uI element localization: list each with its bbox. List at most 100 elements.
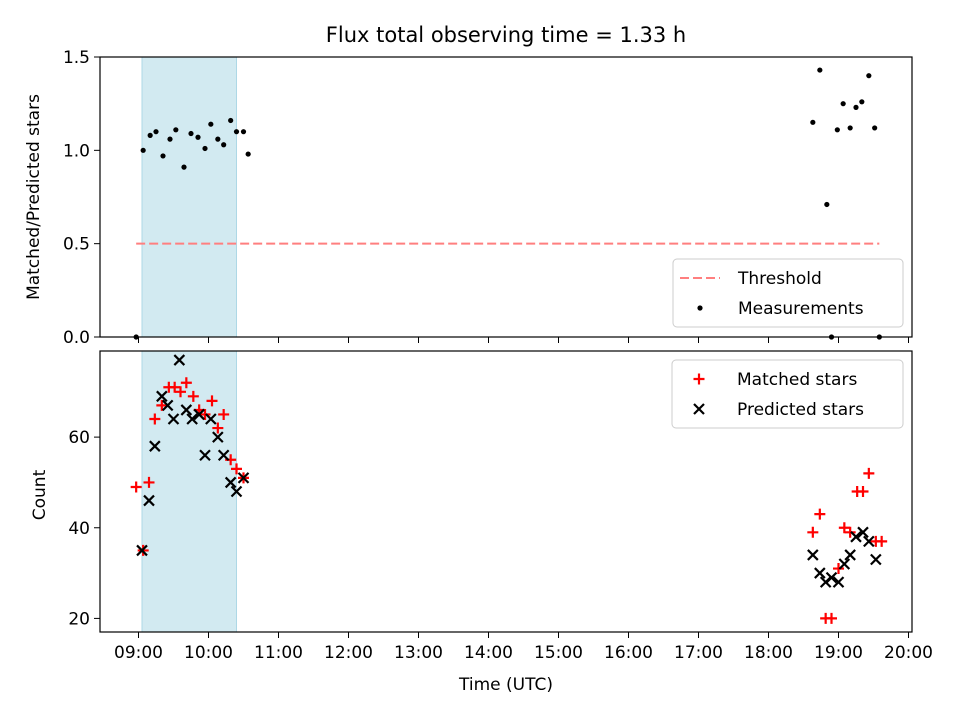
measurement-point: [847, 125, 853, 131]
measurement-point: [840, 101, 846, 107]
matched-star-point: [156, 399, 168, 411]
matched-star-point: [218, 408, 230, 420]
predicted-star-point: [156, 390, 168, 403]
x-tick-label: 12:00: [324, 643, 373, 663]
matched-star-point: [206, 395, 218, 407]
y-tick-label: 1.5: [63, 48, 90, 68]
predicted-star-point: [161, 399, 174, 412]
y-tick-label: 40: [68, 519, 90, 539]
x-tick-label: 17:00: [674, 643, 723, 663]
measurement-point: [188, 130, 194, 137]
predicted-star-point: [237, 472, 250, 484]
y-axis-label-count: Count: [30, 469, 50, 520]
chart-title: Flux total observing time = 1.33 h: [326, 23, 686, 47]
matched-star-point: [857, 486, 869, 497]
measurement-point: [181, 164, 187, 170]
measurement-point: [853, 104, 859, 110]
x-tick-label: 09:00: [114, 643, 163, 663]
matched-star-point: [838, 522, 850, 534]
count-panel: 20 40 60 09:00 10:00 11:00 12:00 13:00 14:00 15:0…: [68, 350, 933, 663]
axes-frame: [99, 56, 913, 338]
predicted-star-point: [807, 549, 819, 561]
measurement-point: [202, 145, 208, 152]
matched-star-point: [876, 535, 888, 547]
measurement-point: [228, 117, 234, 124]
predicted-star-point: [863, 535, 875, 548]
matched-star-point: [814, 508, 826, 520]
predicted-star-point: [180, 404, 193, 416]
measurement-point: [866, 73, 872, 79]
predicted-star-point: [167, 413, 180, 425]
measurement-point: [872, 125, 878, 131]
x-tick-label: 20:00: [884, 643, 933, 663]
legend-measurement-marker: [697, 305, 703, 311]
predicted-star-point: [838, 558, 851, 570]
predicted-star-point: [844, 549, 856, 561]
x-tick-label: 16:00: [604, 643, 653, 663]
measurement-point: [810, 119, 816, 125]
legend-label: Threshold: [737, 269, 822, 289]
predicted-star-point: [143, 494, 155, 507]
measurement-point: [215, 136, 221, 142]
measurement-point: [240, 129, 247, 135]
predicted-star-point: [850, 531, 862, 543]
y-tick-label: 1.0: [63, 141, 90, 161]
matched-star-point: [833, 563, 844, 575]
x-tick-label: 14:00: [464, 643, 513, 663]
y-tick-label: 60: [68, 428, 90, 448]
measurement-point: [160, 153, 166, 159]
measurement-point: [195, 134, 201, 140]
predicted-star-point: [199, 449, 211, 462]
matched-star-point: [199, 408, 211, 420]
y-tick-label: 20: [68, 609, 90, 629]
predicted-star-point: [224, 476, 237, 489]
predicted-star-point: [212, 431, 224, 443]
legend-label: Predicted stars: [737, 400, 864, 420]
measurement-point: [245, 151, 251, 157]
legend: [672, 258, 904, 328]
x-tick-label: 11:00: [254, 643, 303, 663]
x-tick-label: 15:00: [534, 643, 583, 663]
predicted-star-point: [186, 413, 198, 425]
measurement-point: [233, 129, 240, 135]
observing-window: [141, 350, 237, 633]
matched-star-point: [130, 481, 142, 493]
matched-star-point: [863, 467, 875, 479]
matched-star-point: [180, 377, 192, 389]
y-tick-label: 0.0: [63, 328, 90, 348]
predicted-star-point: [814, 567, 826, 579]
matched-star-point: [175, 386, 186, 398]
predicted-star-point: [832, 576, 845, 588]
matched-star-point: [844, 526, 856, 538]
measurement-point: [173, 127, 179, 133]
legend: [671, 359, 904, 429]
matched-star-point: [143, 476, 155, 488]
x-tick-label: 18:00: [744, 643, 793, 663]
predicted-star-point: [173, 354, 186, 366]
observing-window: [141, 56, 237, 338]
measurement-point: [167, 136, 173, 142]
predicted-star-point: [205, 413, 217, 425]
legend-label: Measurements: [738, 299, 864, 319]
measurement-point: [859, 99, 865, 105]
measurement-point: [147, 132, 153, 138]
predicted-star-point: [136, 544, 148, 557]
measurement-point: [153, 129, 159, 135]
legend-predicted-marker: [693, 403, 705, 415]
matched-star-point: [826, 612, 837, 624]
y-tick-label: 0.5: [63, 235, 90, 255]
legend-matched-marker: [693, 373, 705, 385]
y-axis-label-ratio: Matched/Predicted stars: [24, 94, 44, 300]
matched-star-point: [149, 413, 161, 425]
measurement-point: [834, 127, 840, 133]
predicted-star-point: [857, 526, 869, 539]
ratio-panel: 0.0 0.5 1.0 1.5 Threshold Measurements: [63, 48, 913, 348]
predicted-star-point: [825, 571, 838, 584]
predicted-star-point: [217, 449, 230, 462]
predicted-star-point: [193, 408, 205, 421]
x-tick-label: 10:00: [184, 643, 233, 663]
matched-star-point: [187, 390, 199, 402]
measurement-point: [824, 201, 830, 208]
x-axis-label: Time (UTC): [458, 675, 553, 695]
